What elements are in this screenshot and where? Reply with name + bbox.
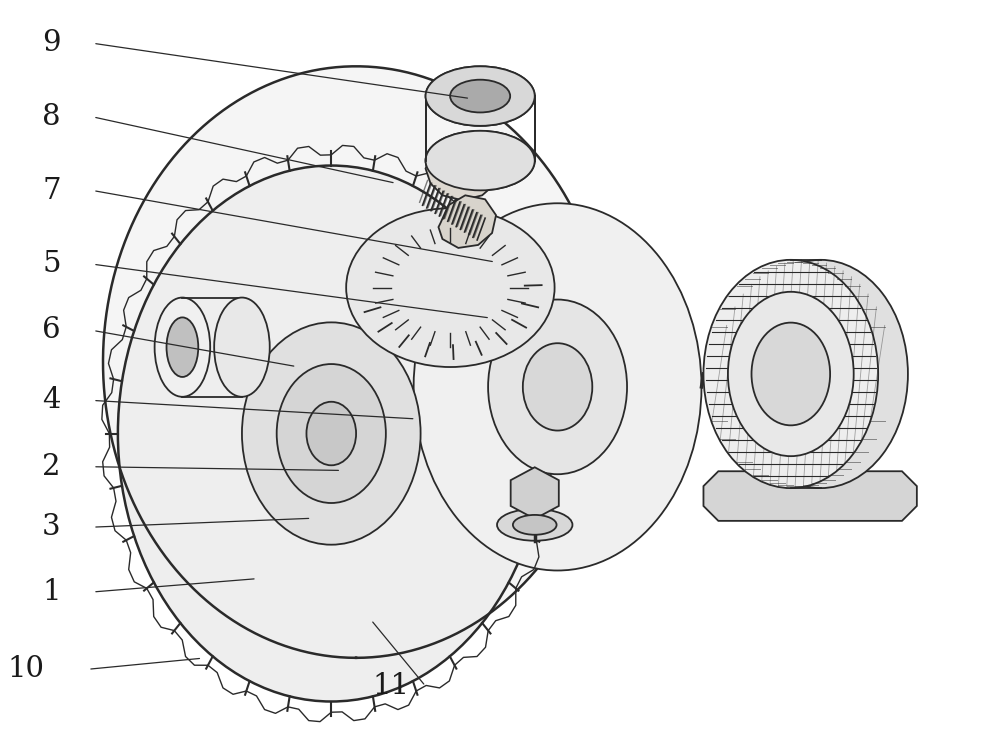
Ellipse shape (242, 322, 421, 545)
Ellipse shape (513, 515, 557, 535)
Ellipse shape (426, 66, 535, 126)
Text: 2: 2 (42, 453, 61, 481)
Ellipse shape (703, 260, 878, 488)
Text: 10: 10 (7, 655, 44, 683)
Ellipse shape (214, 298, 270, 397)
Ellipse shape (426, 131, 535, 191)
Text: 6: 6 (42, 317, 61, 344)
Text: 4: 4 (42, 387, 61, 415)
Text: 5: 5 (42, 250, 61, 278)
Text: 11: 11 (372, 672, 409, 700)
Polygon shape (438, 195, 496, 248)
Text: 8: 8 (42, 103, 61, 131)
Polygon shape (426, 134, 502, 200)
Ellipse shape (306, 401, 356, 465)
Ellipse shape (167, 318, 198, 377)
Text: 9: 9 (42, 29, 61, 57)
Ellipse shape (728, 292, 854, 456)
Ellipse shape (346, 209, 555, 367)
Text: 1: 1 (42, 578, 61, 606)
Ellipse shape (414, 203, 701, 571)
Polygon shape (511, 467, 559, 519)
Ellipse shape (733, 260, 908, 488)
Ellipse shape (426, 66, 535, 126)
Ellipse shape (118, 165, 545, 701)
Ellipse shape (497, 509, 572, 541)
Ellipse shape (752, 323, 830, 425)
Polygon shape (703, 471, 917, 521)
Ellipse shape (426, 131, 535, 191)
Ellipse shape (488, 300, 627, 474)
Text: 7: 7 (42, 177, 61, 205)
Polygon shape (103, 66, 609, 658)
Text: 3: 3 (42, 513, 61, 541)
Ellipse shape (450, 79, 510, 113)
Ellipse shape (155, 298, 210, 397)
Ellipse shape (523, 344, 592, 430)
Ellipse shape (450, 79, 510, 113)
Ellipse shape (277, 364, 386, 503)
